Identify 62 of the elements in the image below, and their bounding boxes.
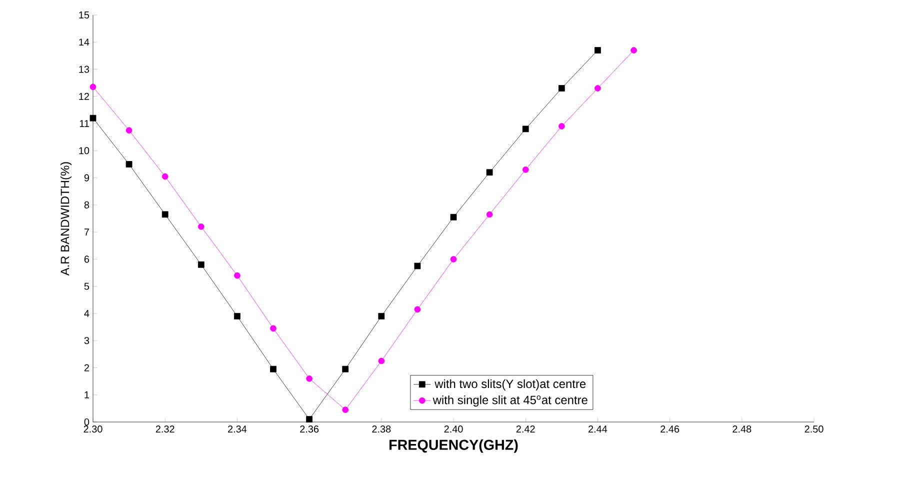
point (90, 84, 96, 90)
point (594, 47, 601, 54)
y-tick-label: 13 (79, 66, 90, 73)
x-tick-label: 2.50 (804, 426, 824, 433)
y-tick-label: 7 (84, 228, 89, 236)
y-tick-label: 12 (79, 92, 89, 100)
x-tick-label: 2.36 (300, 426, 319, 433)
y-tick-label: 9 (84, 174, 90, 182)
y-tick-label: 6 (84, 256, 90, 263)
point (378, 312, 385, 320)
point (306, 416, 312, 422)
y-tick-label: 11 (80, 120, 90, 127)
point (90, 114, 96, 122)
point (270, 366, 276, 372)
x-tick-label: 2.32 (156, 426, 174, 433)
point (486, 169, 493, 176)
point (162, 211, 168, 218)
point (522, 166, 529, 173)
x-tick-label: 2.34 (228, 426, 247, 433)
point (594, 85, 601, 92)
x-tick-label: 2.42 (516, 426, 535, 432)
y-tick-label: 0 (84, 418, 90, 426)
y-tick-label: 10 (79, 147, 90, 154)
y-axis-title: A.R BANDWIDTH(%) (60, 162, 72, 276)
point (414, 262, 421, 270)
y-tick-label: 14 (79, 38, 90, 46)
legend-label: with two slits(Y slot)at centre (434, 379, 586, 390)
y-tick-label: 8 (84, 201, 90, 208)
x-tick-label: 2.30 (84, 426, 102, 433)
point (450, 214, 457, 220)
point (558, 123, 565, 130)
point (522, 126, 529, 132)
point (558, 85, 565, 92)
x-tick-label: 2.40 (444, 426, 463, 433)
point (126, 127, 132, 134)
point (486, 211, 493, 218)
point (630, 47, 637, 54)
point (270, 325, 276, 332)
y-tick-label: 4 (84, 310, 90, 317)
x-tick-label: 2.48 (732, 426, 752, 433)
point (306, 375, 312, 382)
x-tick-label: 2.44 (588, 426, 608, 432)
point (450, 256, 457, 262)
point (414, 306, 421, 313)
point (198, 223, 204, 230)
point (198, 261, 204, 268)
y-tick-label: 5 (84, 282, 90, 290)
legend-label: with single slit at 45$^{o}$at centre (432, 395, 588, 407)
point (342, 366, 349, 372)
point (162, 173, 168, 180)
point (234, 312, 240, 320)
x-tick-label: 2.38 (372, 426, 391, 433)
y-tick-label: 1 (84, 391, 90, 398)
point (378, 358, 385, 364)
x-tick-label: 2.46 (660, 426, 680, 433)
x-axis-title: FREQUENCY(GHZ) (390, 439, 518, 453)
point (234, 272, 240, 279)
y-tick-label: 2 (84, 364, 89, 372)
y-tick-label: 15 (79, 12, 90, 18)
y-tick-label: 3 (84, 337, 90, 344)
point (126, 161, 132, 168)
point (342, 406, 349, 413)
